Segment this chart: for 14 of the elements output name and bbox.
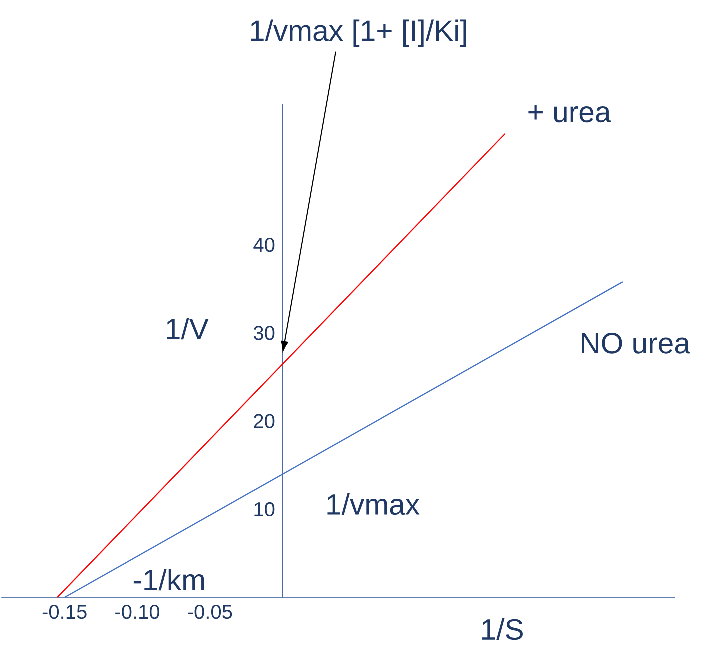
x-axis-title: 1/S	[482, 618, 523, 640]
y-tick-label: 30	[254, 326, 275, 340]
y-axis-title: 1/V	[167, 318, 209, 340]
y-tick-label: 40	[254, 238, 275, 252]
y-tick-label: 20	[254, 414, 275, 429]
series-label: NO urea	[582, 333, 690, 354]
y-tick-label: 10	[254, 502, 275, 517]
text: 1/vmax [1+ [I]/Ki]	[251, 20, 466, 48]
annotation: 1/vmax	[328, 494, 420, 516]
x-tick-label: -0.05	[188, 605, 232, 620]
x-tick-label: -0.15	[42, 605, 87, 620]
series-label: + urea	[528, 106, 612, 123]
x-tick-label: -0.10	[116, 605, 160, 620]
annotation: -1/km	[134, 569, 204, 591]
